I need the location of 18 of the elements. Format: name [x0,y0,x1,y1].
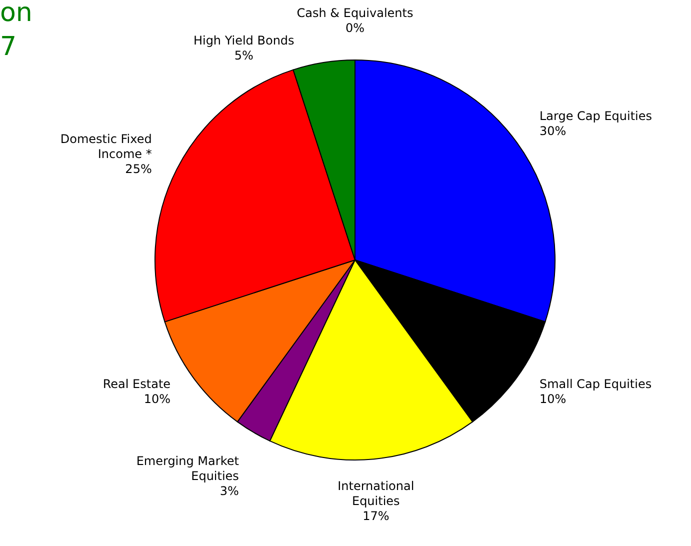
slice-label: High Yield Bonds [193,34,294,48]
data-label: 5% [234,48,254,63]
slice-label: Real Estate [102,377,171,392]
category-label: Cash & Equivalents [296,6,414,20]
slice-label: International Equities [338,479,414,508]
data-label: 3% [220,484,239,498]
data-label: 17% [362,509,390,524]
data-label: 25% [125,162,152,176]
slice-label: Large Cap Equities [539,108,652,123]
text: 7 [0,32,17,62]
text: on [0,0,32,28]
slice-label: Domestic Fixed Income * [60,132,152,161]
text: 0% [345,21,365,35]
slice-label: Emerging Market Equities [136,454,240,484]
data-label: 30% [539,124,566,138]
slice-label: Small Cap Equities [539,377,652,392]
data-label: 10% [539,392,566,406]
data-label: 10% [144,392,171,406]
